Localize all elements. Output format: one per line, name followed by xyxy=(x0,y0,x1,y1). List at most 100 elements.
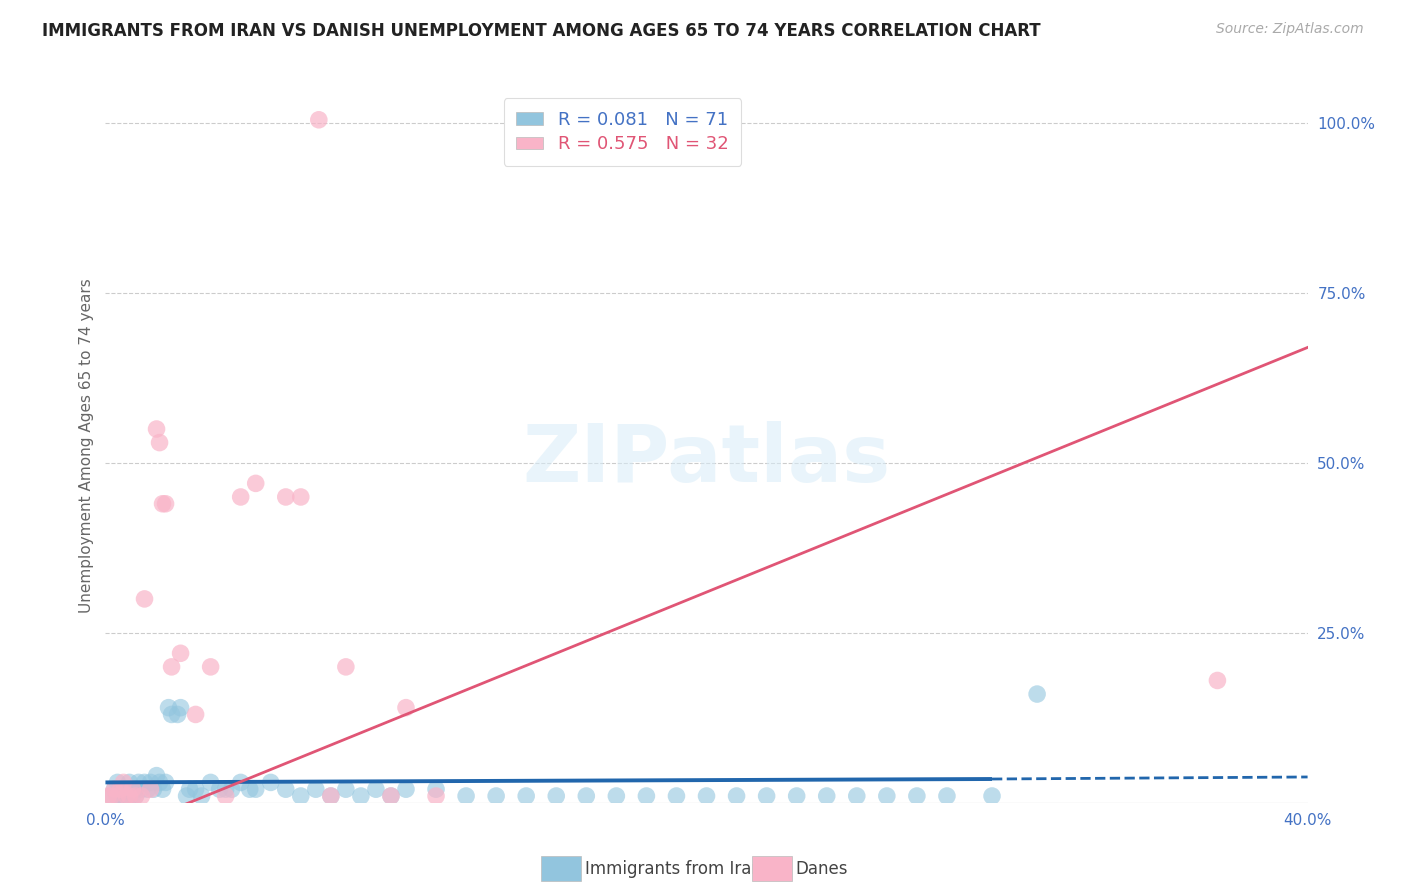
Point xyxy=(155,775,177,789)
Point xyxy=(148,775,170,789)
Point xyxy=(305,782,328,797)
Point xyxy=(160,707,183,722)
Text: Source: ZipAtlas.com: Source: ZipAtlas.com xyxy=(1216,22,1364,37)
Point xyxy=(605,789,627,803)
Point xyxy=(905,789,928,803)
Point xyxy=(308,112,330,127)
Point xyxy=(290,490,312,504)
Point xyxy=(176,789,198,803)
Point xyxy=(319,789,342,803)
Point xyxy=(110,782,132,797)
Point xyxy=(121,782,143,797)
Point xyxy=(103,782,125,797)
Point xyxy=(425,782,447,797)
Y-axis label: Unemployment Among Ages 65 to 74 years: Unemployment Among Ages 65 to 74 years xyxy=(79,278,94,614)
Point xyxy=(184,707,207,722)
Point xyxy=(169,646,191,660)
Point xyxy=(112,782,135,797)
Point xyxy=(112,789,135,803)
Point xyxy=(145,769,167,783)
Point xyxy=(981,789,1004,803)
Text: Immigrants from Iran: Immigrants from Iran xyxy=(585,860,762,878)
Point xyxy=(148,435,170,450)
Point xyxy=(131,782,153,797)
Point xyxy=(136,782,159,797)
Point xyxy=(260,775,283,789)
Point xyxy=(245,782,267,797)
Point xyxy=(208,782,231,797)
Point xyxy=(1206,673,1229,688)
Point xyxy=(179,782,201,797)
Text: IMMIGRANTS FROM IRAN VS DANISH UNEMPLOYMENT AMONG AGES 65 TO 74 YEARS CORRELATIO: IMMIGRANTS FROM IRAN VS DANISH UNEMPLOYM… xyxy=(42,22,1040,40)
Point xyxy=(200,775,222,789)
Point xyxy=(103,782,125,797)
Point xyxy=(124,789,146,803)
Point xyxy=(515,789,537,803)
Point xyxy=(636,789,658,803)
Point xyxy=(425,789,447,803)
Point xyxy=(124,789,146,803)
Point xyxy=(169,700,191,714)
Point xyxy=(395,782,418,797)
Point xyxy=(876,789,898,803)
Point xyxy=(665,789,688,803)
Point xyxy=(121,789,143,803)
Point xyxy=(245,476,267,491)
Point xyxy=(380,789,402,803)
Point xyxy=(229,490,252,504)
Point xyxy=(485,789,508,803)
Point xyxy=(107,775,129,789)
Point xyxy=(380,789,402,803)
Point xyxy=(936,789,959,803)
Point xyxy=(128,775,150,789)
Point xyxy=(319,789,342,803)
Point xyxy=(190,789,212,803)
Point xyxy=(134,591,156,606)
Point xyxy=(350,789,373,803)
Point xyxy=(1026,687,1049,701)
Point xyxy=(200,660,222,674)
Point xyxy=(786,789,808,803)
Point xyxy=(145,422,167,436)
Point xyxy=(107,789,129,803)
Point xyxy=(274,782,297,797)
Point xyxy=(112,775,135,789)
Point xyxy=(118,789,141,803)
Point xyxy=(107,789,129,803)
Point xyxy=(110,789,132,803)
Point xyxy=(118,775,141,789)
Point xyxy=(815,789,838,803)
Point xyxy=(290,789,312,803)
Point xyxy=(139,775,162,789)
Point xyxy=(97,789,120,803)
Point xyxy=(142,782,165,797)
Point xyxy=(115,782,138,797)
Point xyxy=(166,707,188,722)
Point xyxy=(725,789,748,803)
Point xyxy=(118,789,141,803)
Point xyxy=(110,782,132,797)
Point xyxy=(214,782,236,797)
Point xyxy=(152,782,174,797)
Point xyxy=(121,782,143,797)
Legend: R = 0.081   N = 71, R = 0.575   N = 32: R = 0.081 N = 71, R = 0.575 N = 32 xyxy=(503,98,741,166)
Point xyxy=(115,789,138,803)
Point xyxy=(335,782,357,797)
Point xyxy=(214,789,236,803)
Point xyxy=(160,660,183,674)
Point xyxy=(755,789,778,803)
Point xyxy=(139,782,162,797)
Point xyxy=(395,700,418,714)
Point xyxy=(100,789,122,803)
Point xyxy=(152,497,174,511)
Text: Danes: Danes xyxy=(796,860,848,878)
Point xyxy=(335,660,357,674)
Point xyxy=(845,789,868,803)
Point xyxy=(229,775,252,789)
Point xyxy=(184,782,207,797)
Point xyxy=(696,789,718,803)
Point xyxy=(155,497,177,511)
Point xyxy=(115,789,138,803)
Point xyxy=(454,789,477,803)
Point xyxy=(157,700,180,714)
